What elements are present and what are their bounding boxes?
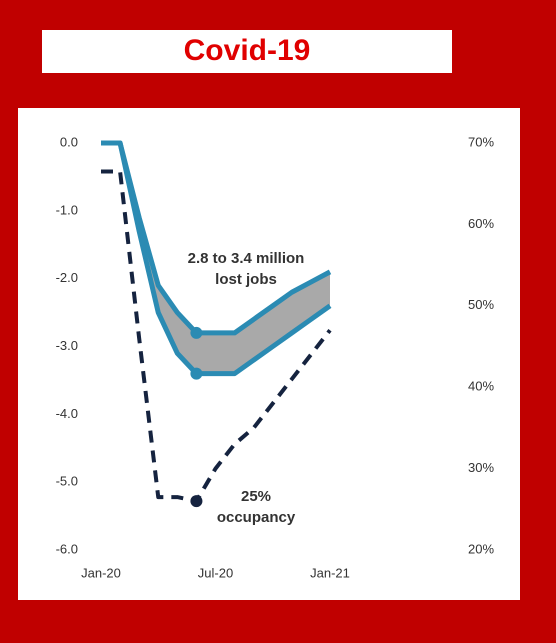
y2-tick-label: 30% (468, 460, 494, 475)
chart-title: Covid-19 (184, 34, 311, 67)
point-marker (190, 367, 203, 380)
y-tick-label: -3.0 (56, 338, 78, 353)
y-tick-label: 0.0 (60, 134, 78, 149)
y2-tick-label: 20% (468, 541, 494, 556)
annotation: occupancy (217, 509, 296, 526)
x-tick-label: Jul-20 (198, 565, 233, 580)
y2-tick-label: 60% (468, 216, 494, 231)
y-tick-label: -2.0 (56, 270, 78, 285)
annotation: 2.8 to 3.4 million (188, 250, 305, 267)
annotation: lost jobs (215, 271, 277, 288)
x-tick-label: Jan-21 (310, 565, 350, 580)
y2-tick-label: 70% (468, 134, 494, 149)
title-box (42, 30, 452, 73)
y2-tick-label: 40% (468, 379, 494, 394)
series-line (101, 140, 332, 377)
series-line (101, 169, 332, 504)
range-fill (101, 143, 330, 374)
point-marker (190, 495, 203, 508)
y2-tick-label: 50% (468, 297, 494, 312)
y-tick-label: -5.0 (56, 474, 78, 489)
plot-panel (18, 108, 520, 600)
series-line (101, 140, 332, 336)
x-tick-label: Jan-20 (81, 565, 121, 580)
y-tick-label: -1.0 (56, 202, 78, 217)
y-tick-label: -4.0 (56, 406, 78, 421)
point-marker (190, 326, 203, 339)
y-tick-label: -6.0 (56, 541, 78, 556)
annotation: 25% (241, 488, 271, 505)
